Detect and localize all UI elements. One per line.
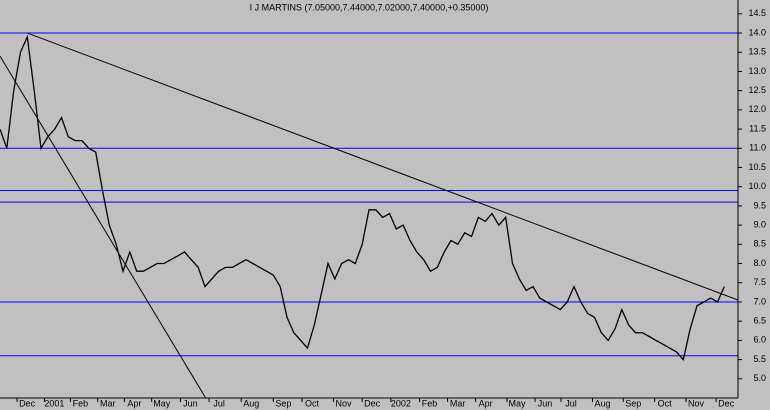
y-tick-label: 12.0 <box>748 104 766 114</box>
y-tick-label: 6.0 <box>753 335 766 345</box>
y-tick-label: 13.5 <box>748 47 766 57</box>
x-tick-label: Oct <box>658 398 673 408</box>
x-tick-label: Apr <box>479 398 493 408</box>
y-tick-label: 12.5 <box>748 85 766 95</box>
x-tick-label: May <box>509 398 527 408</box>
x-tick-label: Oct <box>305 398 320 408</box>
y-tick-label: 5.5 <box>753 354 766 364</box>
trend-line <box>0 55 207 398</box>
x-tick-label: Jun <box>538 398 553 408</box>
y-tick-label: 8.5 <box>753 239 766 249</box>
y-tick-label: 6.5 <box>753 316 766 326</box>
x-tick-label: Dec <box>19 398 36 408</box>
x-tick-label: Jul <box>565 398 577 408</box>
x-tick-label: Nov <box>688 398 705 408</box>
x-tick-label: Dec <box>718 398 735 408</box>
y-tick-label: 7.0 <box>753 296 766 306</box>
x-tick-label: 2002 <box>391 398 411 408</box>
y-tick-label: 14.5 <box>748 8 766 18</box>
y-tick-label: 9.0 <box>753 219 766 229</box>
x-tick-label: Nov <box>335 398 352 408</box>
y-tick-label: 14.0 <box>748 27 766 37</box>
plot-area <box>0 32 738 398</box>
x-tick-label: Mar <box>450 398 466 408</box>
x-tick-label: Apr <box>127 398 141 408</box>
y-tick-label: 8.0 <box>753 258 766 268</box>
x-tick-label: Aug <box>243 398 259 408</box>
y-tick-label: 11.5 <box>749 123 766 133</box>
y-tick-label: 7.5 <box>753 277 766 287</box>
x-tick-label: 2001 <box>44 398 64 408</box>
y-tick-label: 5.0 <box>753 373 766 383</box>
y-tick-label: 9.5 <box>753 200 766 210</box>
y-tick-label: 10.0 <box>748 181 766 191</box>
x-tick-label: Dec <box>364 398 381 408</box>
trend-line <box>27 32 738 301</box>
x-tick-label: May <box>153 398 171 408</box>
price-line <box>0 34 725 361</box>
x-tick-label: Sep <box>625 398 641 408</box>
x-tick-label: Feb <box>422 398 438 408</box>
x-tick-label: Sep <box>275 398 291 408</box>
x-tick-label: Mar <box>100 398 116 408</box>
x-tick-label: Feb <box>73 398 89 408</box>
x-tick-label: Aug <box>594 398 610 408</box>
y-tick-label: 13.0 <box>748 66 766 76</box>
y-tick-label: 11.0 <box>749 143 766 153</box>
y-tick-label: 10.5 <box>748 162 766 172</box>
x-tick-label: Jun <box>183 398 198 408</box>
chart-title: I J MARTINS (7.05000,7.44000,7.02000,7.4… <box>250 2 489 12</box>
x-tick-label: Jul <box>213 398 225 408</box>
